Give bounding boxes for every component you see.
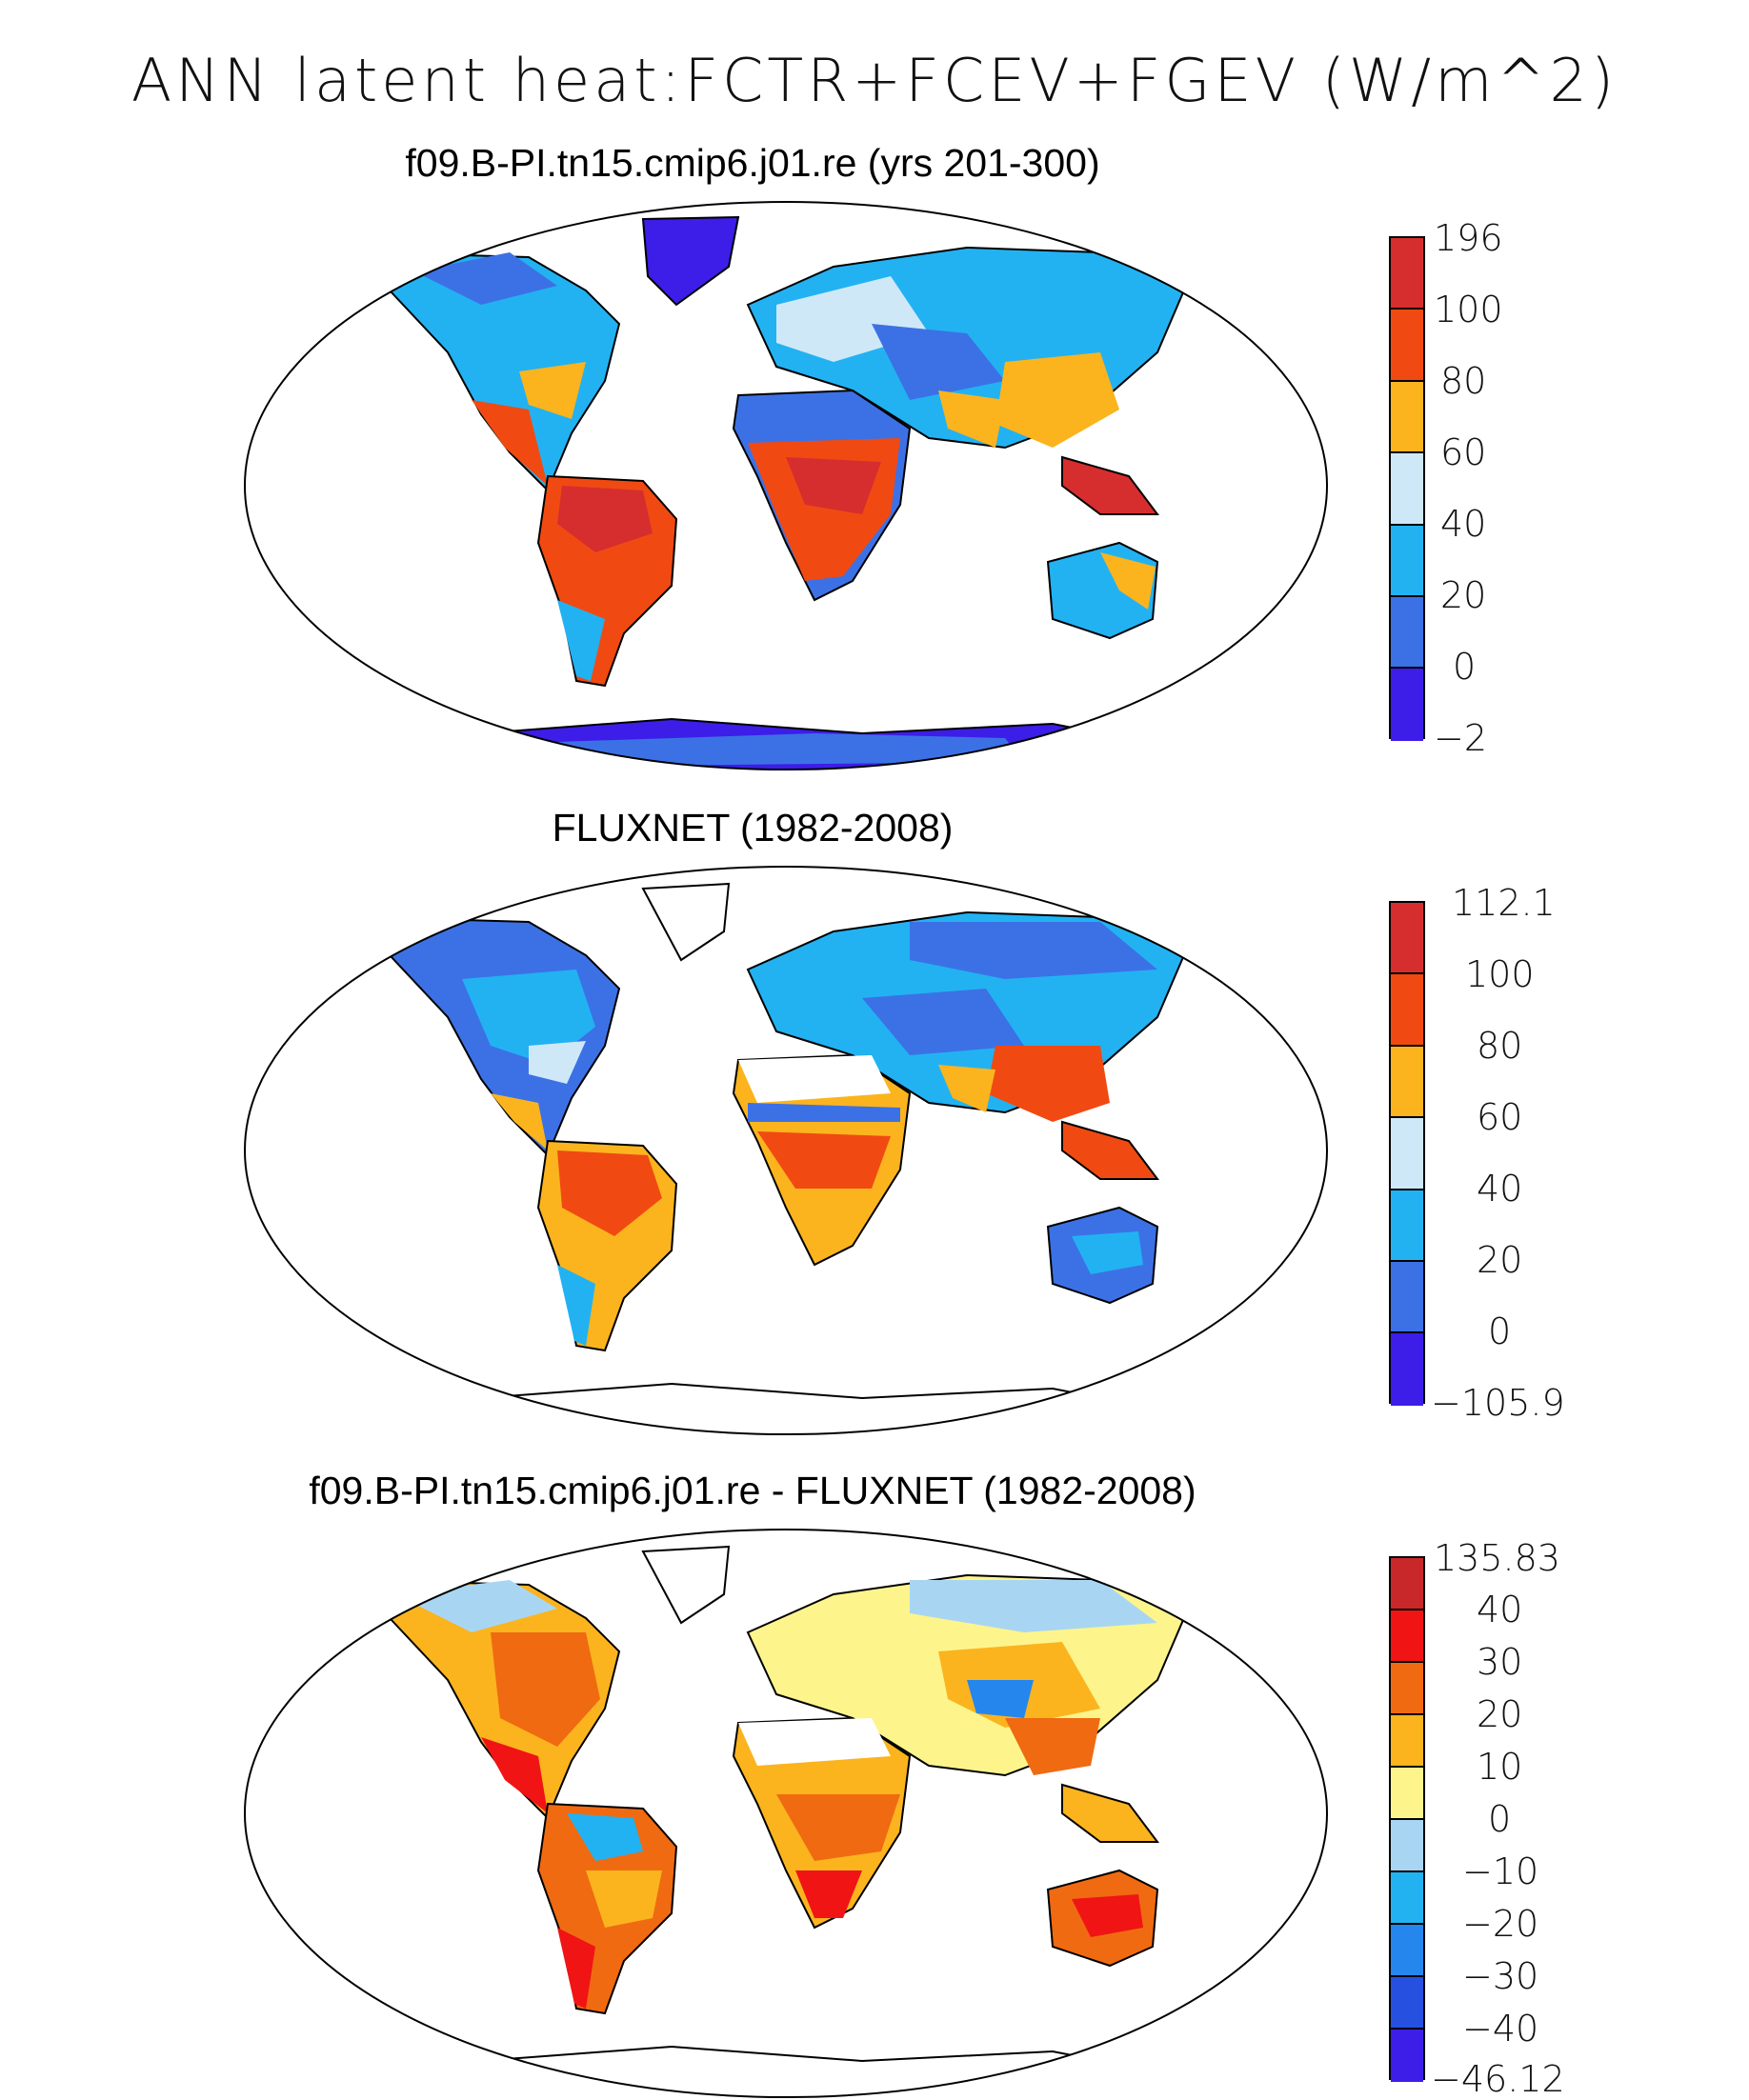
cbar-3-label: −20 [1462,1903,1539,1945]
cbar-3-label: −10 [1462,1850,1539,1892]
panel-2-map [244,866,1328,1435]
cbar-1-label: 100 [1434,289,1503,330]
panel-3-title: f09.B-PI.tn15.cmip6.j01.re - FLUXNET (19… [309,1469,1196,1512]
cbar-3-label: 40 [1477,1589,1523,1630]
cbar-3-label: −30 [1462,1955,1539,1997]
cbar-2-label: 0 [1488,1310,1512,1352]
cbar-1-label: 20 [1440,574,1487,616]
cbar-3-label: 0 [1488,1798,1512,1840]
panel-1-title: f09.B-PI.tn15.cmip6.j01.re (yrs 201-300) [405,141,1100,185]
cbar-1-label: −2 [1434,717,1488,759]
figure-title: ANN latent heat:FCTR+FCEV+FGEV (W/m^2) [131,46,1618,115]
panel-3-colorbar [1389,1556,1425,2082]
cbar-3-label: −46.12 [1431,2058,1565,2100]
cbar-1-label: 196 [1434,217,1503,259]
panel-1-map [244,201,1328,770]
cbar-2-label: −105.9 [1431,1382,1565,1424]
cbar-3-label: 30 [1477,1641,1523,1683]
cbar-2-label: 80 [1477,1025,1523,1067]
cbar-2-label: 20 [1477,1239,1523,1281]
cbar-2-label: 112.1 [1452,882,1556,924]
cbar-1-label: 40 [1440,503,1487,545]
antarctica [299,1382,1273,1434]
panel-3-map [244,1529,1328,2098]
cbar-3-label: 10 [1477,1746,1523,1788]
antarctica [299,2045,1273,2097]
cbar-3-label: 20 [1477,1693,1523,1735]
cbar-2-label: 60 [1477,1096,1523,1138]
cbar-1-label: 0 [1453,646,1477,688]
cbar-1-label: 60 [1440,431,1487,473]
panel-2-title: FLUXNET (1982-2008) [552,806,954,850]
cbar-2-label: 40 [1477,1168,1523,1210]
cbar-2-label: 100 [1465,953,1535,995]
panel-1-colorbar [1389,236,1425,741]
cbar-3-label: −40 [1462,2008,1539,2050]
cbar-3-label: 135.83 [1434,1537,1560,1579]
cbar-1-label: 80 [1440,360,1487,402]
greenland [641,215,740,307]
panel-2-colorbar [1389,901,1425,1406]
